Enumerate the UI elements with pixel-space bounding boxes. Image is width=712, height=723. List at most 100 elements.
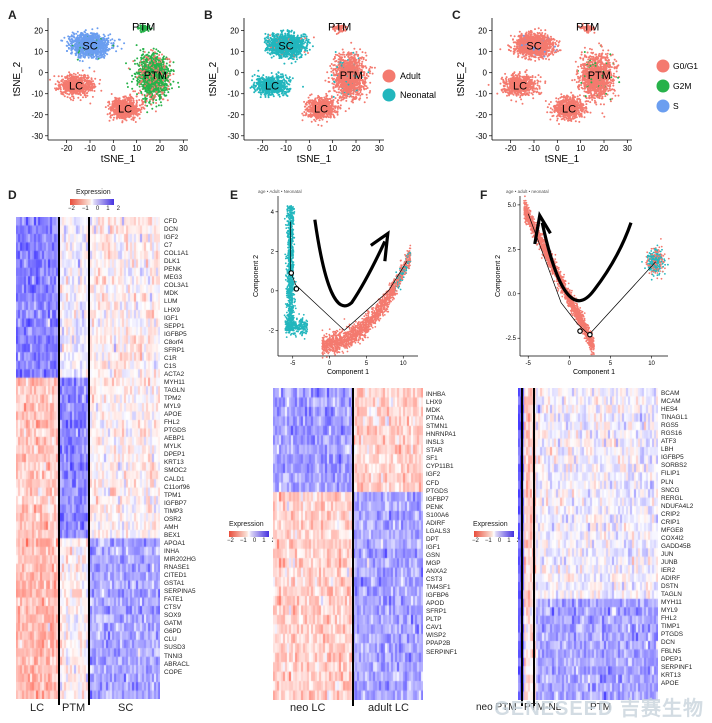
legend-e-ticks: −2 −1 0 1 2 <box>227 538 275 544</box>
group-divider <box>352 388 354 706</box>
gene-label: TIMP3 <box>164 507 183 515</box>
gene-label: INHBA <box>426 391 446 398</box>
direction-arrow <box>540 222 633 303</box>
gene-label: DCN <box>661 639 675 647</box>
group-divider <box>521 388 523 706</box>
gene-label: CFD <box>426 479 440 487</box>
gene-label: SOX9 <box>164 612 182 620</box>
y-axis-label: Component 2 <box>495 255 502 297</box>
gene-label: SUSD3 <box>164 644 186 652</box>
gene-label: CYP11B1 <box>426 463 454 471</box>
gene-label: FHL2 <box>661 615 677 623</box>
y-tick-label: 20 <box>478 27 487 36</box>
group-divider <box>88 217 90 705</box>
gene-label: C11orf96 <box>164 483 190 491</box>
gene-label: SF1 <box>426 455 438 463</box>
trajectory-plot-f: -5 0 5 10 5.0 2.5 0.0 -2.5 Component 1 Component … <box>495 195 670 376</box>
gene-label: PPAP2B <box>426 640 451 648</box>
gene-label: HES4 <box>661 406 678 414</box>
x-tick-label: 30 <box>375 144 384 153</box>
gene-label: RGS16 <box>661 430 682 438</box>
x-tick-label: 0 <box>555 144 560 153</box>
gene-label: CTSV <box>164 604 182 612</box>
gene-label: CLU <box>164 636 177 644</box>
gene-label: SNCG <box>661 486 680 494</box>
gene-label: DPEP1 <box>164 451 185 459</box>
gene-label: TPM2 <box>164 395 182 403</box>
y-tick-label: 0.0 <box>508 292 517 298</box>
gene-label: MYH11 <box>661 599 682 607</box>
heatmap-f <box>518 388 658 700</box>
gene-label: COPE <box>164 668 183 676</box>
legend-e-tick: 0 <box>252 538 257 544</box>
cluster-label: SC <box>82 40 97 52</box>
gene-label: COL3A1 <box>164 282 189 290</box>
gene-label: APOE <box>164 411 182 419</box>
gene-label: IGFBP7 <box>164 499 187 507</box>
gene-label: IGFBP6 <box>426 592 449 600</box>
legend-label-g0g1: G0/G1 <box>673 61 698 71</box>
gene-label: LGALS3 <box>426 527 451 535</box>
gene-label: IER2 <box>661 567 676 575</box>
group-label-ptm-nl: PTM-NL <box>524 702 562 713</box>
legend-f-tick: −1 <box>484 538 492 544</box>
legend-f-tick: −2 <box>472 538 479 544</box>
x-axis-label: Component 1 <box>573 369 615 376</box>
x-tick-label: -10 <box>84 144 96 153</box>
gene-label: MGP <box>426 559 441 567</box>
gene-label: STAR <box>426 447 443 455</box>
gene-label: IGF1 <box>426 543 441 551</box>
group-label-sc: SC <box>118 702 134 714</box>
gene-label: IGFBP7 <box>426 495 449 503</box>
gene-label: TM4SF1 <box>426 584 451 592</box>
cluster-label: PTM <box>576 21 599 33</box>
gene-label: CITED1 <box>164 572 187 580</box>
legend-swatch-g2m <box>656 79 670 93</box>
cluster-label: LC <box>69 80 83 92</box>
branch-point <box>288 270 295 276</box>
gene-label: GSTA1 <box>164 580 185 588</box>
gene-label: DPT <box>426 535 439 543</box>
gene-label: SERPINF1 <box>661 663 693 671</box>
y-tick-label: 4 <box>271 210 275 216</box>
gene-label: RGS5 <box>661 422 679 430</box>
legend-label-adult: Adult <box>400 71 421 81</box>
heatmap-e <box>273 388 423 700</box>
x-tick-label: 10 <box>132 144 141 153</box>
panel-f-label: F <box>480 188 488 202</box>
gene-label: FATE1 <box>164 596 184 604</box>
group-label-lc: LC <box>30 702 45 714</box>
gene-label: MDK <box>426 407 441 415</box>
gene-label: SERPINF1 <box>426 648 458 656</box>
scatter-points <box>49 24 180 124</box>
gene-label: FILIP1 <box>661 470 680 478</box>
y-tick-label: -30 <box>475 132 487 141</box>
legend-c: G0/G1 G2M S <box>656 59 698 113</box>
gene-label: COX4I2 <box>661 534 684 542</box>
gene-label: TNNI3 <box>164 652 183 660</box>
tsne-plot-a: -20 -10 0 10 20 30 20 10 0 -10 -20 -30 tSNE_1 tSNE_2 S… <box>12 18 188 164</box>
legend-d-tick: 2 <box>116 206 120 212</box>
cluster-label: LC <box>265 80 279 92</box>
gene-label: AEBP1 <box>164 435 185 443</box>
trajectory-line <box>290 221 408 331</box>
gene-label: HNRNPA1 <box>426 431 457 439</box>
gene-label: APOE <box>661 679 679 687</box>
x-tick-label: -20 <box>61 144 73 153</box>
direction-arrow <box>313 219 387 308</box>
legend-label-g2m: G2M <box>673 81 691 91</box>
gene-label: NDUFA4L2 <box>661 502 694 510</box>
gene-label: LBH <box>661 446 674 454</box>
gene-label: MEG3 <box>164 274 183 282</box>
arrowhead <box>533 211 552 245</box>
y-tick-label: -10 <box>475 90 487 99</box>
cluster-label: SC <box>526 40 541 52</box>
x-tick-label: 20 <box>156 144 165 153</box>
legend-swatch-neonatal <box>382 88 396 102</box>
x-tick-label: 0 <box>568 361 572 367</box>
y-tick-label: -20 <box>227 111 239 120</box>
gene-label: PENK <box>164 266 182 274</box>
trajectory-plot-e: -5 0 5 10 4 2 0 -2 Component 1 Component 2 <box>253 196 418 376</box>
gene-label: PTGDS <box>164 427 187 435</box>
y-tick-label: 10 <box>478 48 487 57</box>
